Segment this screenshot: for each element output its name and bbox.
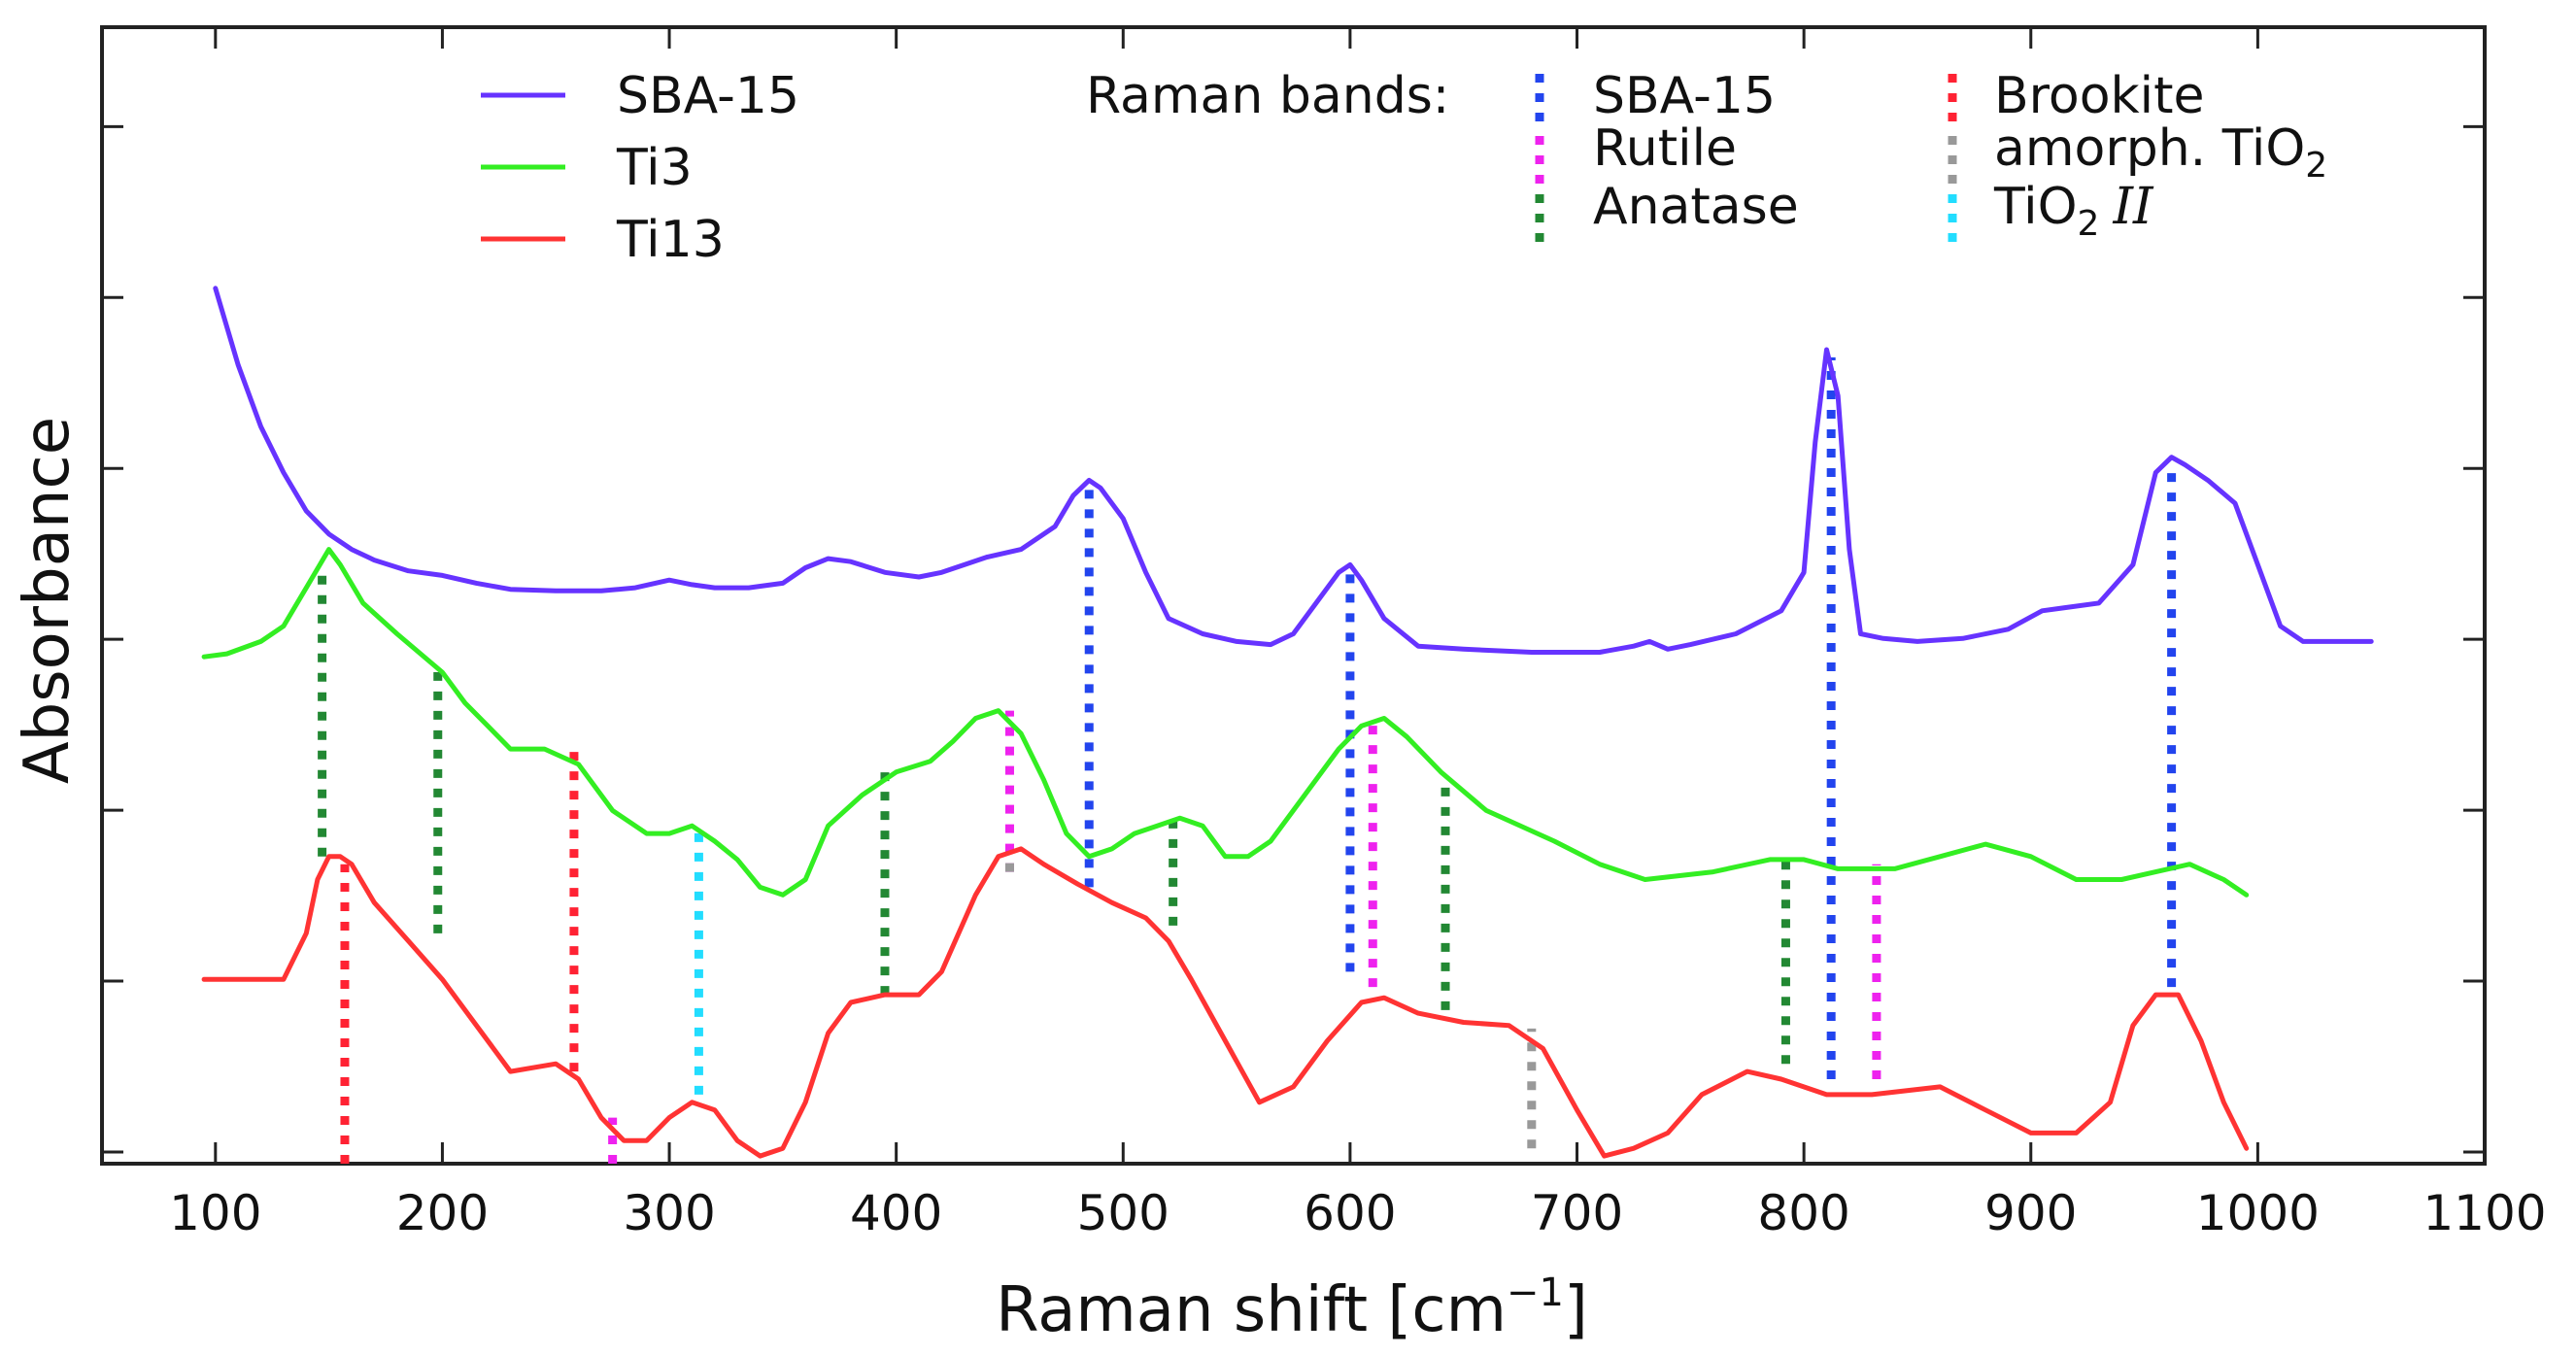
legend-label-brookite: Brookite [1994, 67, 2204, 125]
series-line-ti3 [201, 547, 2250, 898]
x-tick-label: 700 [1531, 1185, 1623, 1241]
x-tick-label: 1000 [2196, 1185, 2320, 1241]
legend-label-ti13: Ti13 [616, 211, 725, 269]
legend-label-tio2ii-sub: 2 [2078, 204, 2100, 244]
x-tick-label: 300 [623, 1185, 715, 1241]
x-axis-title-main: Raman shift [cm [996, 1274, 1507, 1346]
legend-label-amorph-main: amorph. TiO [1994, 119, 2305, 178]
legend-label-anatase: Anatase [1593, 178, 1799, 236]
x-tick-label: 200 [396, 1185, 489, 1241]
legend-label-rutile: Rutile [1593, 119, 1737, 178]
legend-label-sba15: SBA-15 [617, 67, 799, 125]
legend-label-tio2ii-suffix: II [2112, 178, 2154, 236]
series-line-ti13 [201, 846, 2250, 1159]
plot-area-frame [100, 25, 2487, 1166]
x-tick-label: 1100 [2423, 1185, 2546, 1241]
x-tick-label: 400 [850, 1185, 942, 1241]
series-line-sba-15 [213, 286, 2374, 655]
band-markers [318, 356, 2177, 1164]
legend-label-sba15-band: SBA-15 [1593, 67, 1776, 125]
bands-legend-title: Raman bands: [1086, 67, 1449, 125]
x-tick-label: 600 [1304, 1185, 1396, 1241]
spectra-lines [201, 286, 2374, 1159]
x-tick-label: 800 [1757, 1185, 1849, 1241]
y-axis-title: Absorbance [12, 417, 84, 784]
x-axis-title-exponent: −1 [1507, 1271, 1564, 1315]
bands-legend: Raman bands: SBA-15 Rutile Anatase Brook… [1086, 67, 2327, 249]
legend-label-tio2ii-main: TiO [1993, 178, 2078, 236]
x-tick-label: 900 [1984, 1185, 2077, 1241]
legend-label-ti3: Ti3 [616, 139, 693, 197]
legend-label-tio2ii: TiO2 II [1993, 178, 2154, 244]
x-axis-title-close: ] [1564, 1274, 1588, 1346]
legend-label-amorph: amorph. TiO2 [1994, 119, 2327, 186]
series-legend: SBA-15 Ti3 Ti13 [481, 67, 799, 269]
y-axis-ticks [102, 124, 2485, 1154]
x-axis-title: Raman shift [cm−1] [996, 1271, 1588, 1346]
x-tick-label: 100 [169, 1185, 261, 1241]
x-tick-label: 500 [1077, 1185, 1169, 1241]
legend-label-amorph-sub: 2 [2305, 146, 2327, 186]
x-axis-ticks: 100 200 300 400 500 600 700 800 900 1000 1100 [169, 27, 2547, 1241]
